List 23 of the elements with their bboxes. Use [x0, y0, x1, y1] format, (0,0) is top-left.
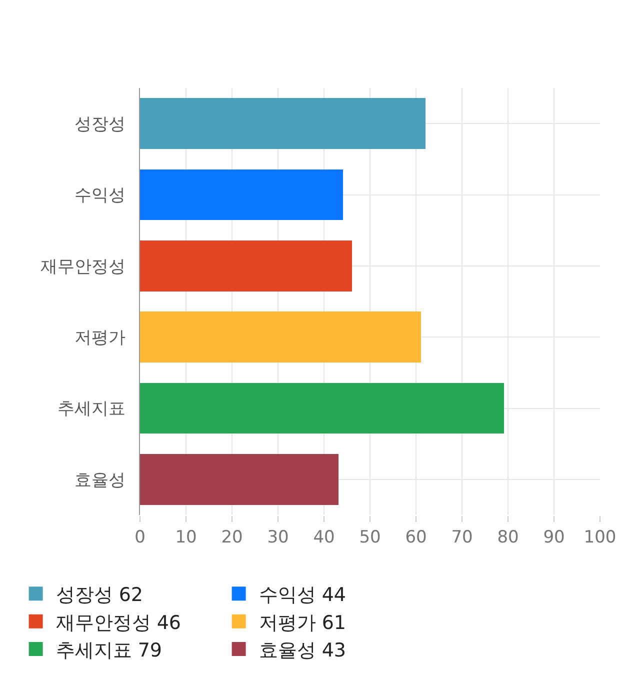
y-tick-label: 재무안정성 — [40, 256, 126, 277]
legend-label: 수익성 44 — [258, 584, 346, 606]
x-tick-label: 0 — [134, 527, 146, 548]
x-tick-label: 60 — [405, 527, 427, 548]
legend-label: 효율성 43 — [258, 639, 346, 662]
legend-label: 성장성 62 — [56, 584, 144, 606]
legend-label: 저평가 61 — [258, 612, 346, 634]
x-tick-label: 90 — [543, 527, 565, 548]
y-tick-label: 성장성 — [74, 114, 126, 135]
y-tick-label: 추세지표 — [58, 399, 126, 420]
y-tick-label: 저평가 — [74, 328, 126, 348]
y-tick-label: 수익성 — [74, 186, 126, 206]
legend-label: 재무안정성 46 — [56, 612, 182, 634]
x-tick-label: 20 — [221, 527, 243, 548]
y-tick-label: 효율성 — [74, 470, 126, 490]
x-tick-label: 70 — [451, 527, 473, 548]
x-tick-label: 80 — [497, 527, 519, 548]
x-tick-label: 10 — [175, 527, 197, 548]
x-tick-label: 40 — [313, 527, 335, 548]
x-tick-label: 100 — [584, 527, 616, 548]
legend-label: 추세지표 79 — [56, 639, 162, 662]
x-tick-label: 30 — [267, 527, 289, 548]
x-tick-label: 50 — [359, 527, 381, 548]
